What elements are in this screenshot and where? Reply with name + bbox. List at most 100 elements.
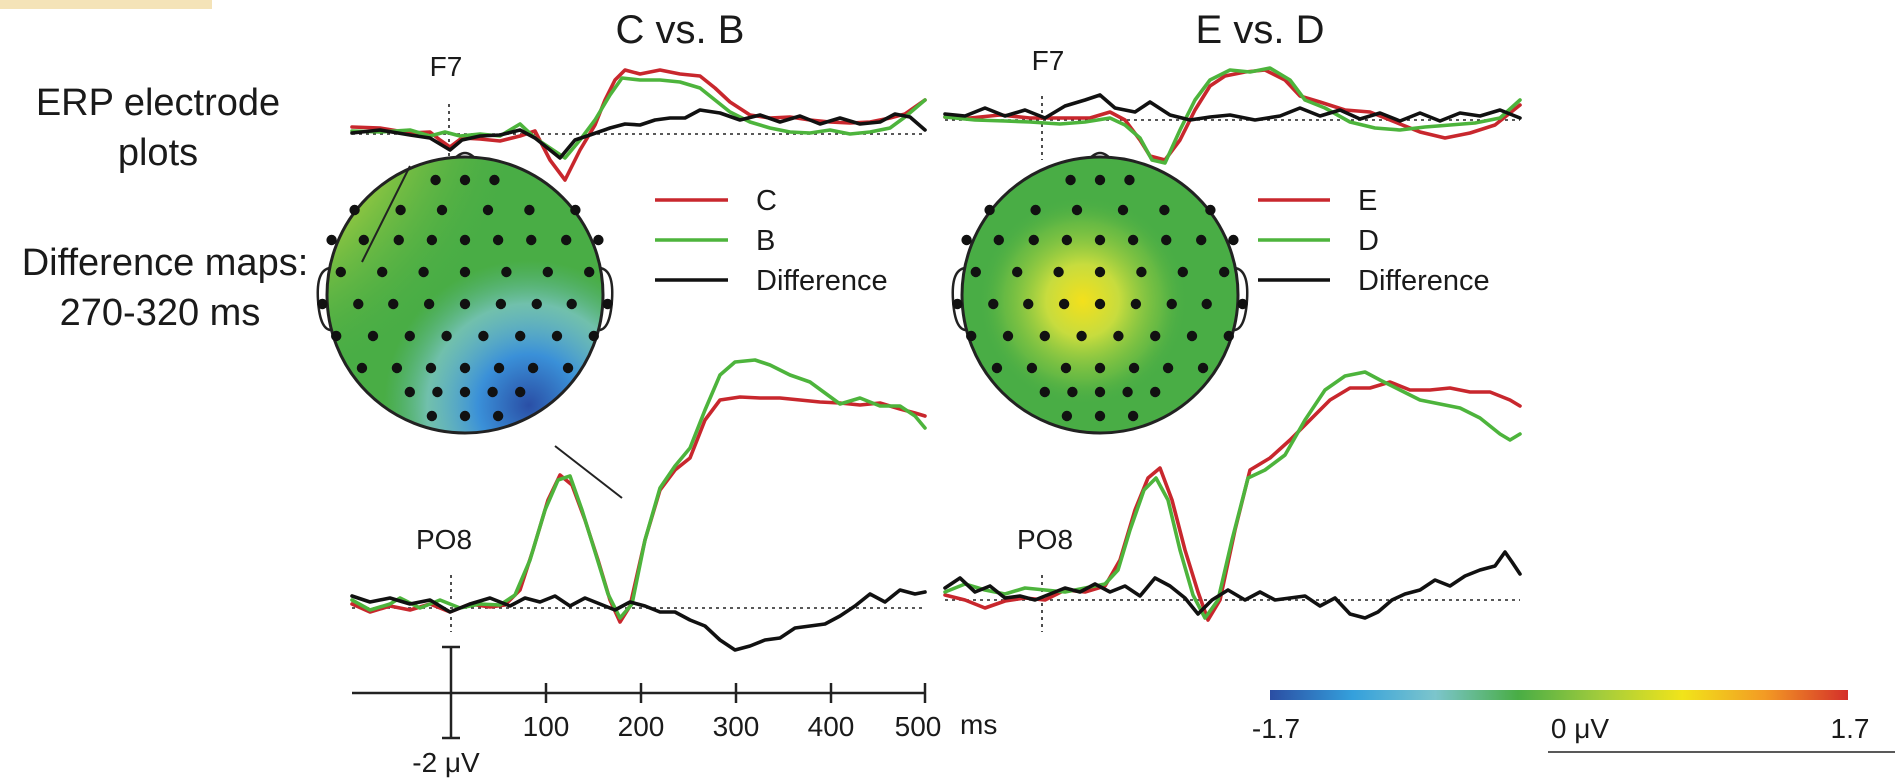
electrode-dot — [317, 298, 328, 310]
electrode-dot — [1186, 330, 1198, 342]
time-axis: 100 200 300 400 500 ms -2 μV — [352, 645, 997, 778]
electrode-dot — [1122, 386, 1133, 398]
panel-left-title: C vs. B — [616, 8, 745, 52]
right-head-map — [951, 151, 1249, 435]
maps-side-label-line2: 270-320 ms — [60, 292, 261, 334]
electrode-dot — [531, 298, 542, 310]
electrode-dot — [1061, 410, 1073, 422]
electrode-dot — [1228, 234, 1239, 246]
electrode-dot — [551, 330, 563, 342]
electrode-dot — [1162, 362, 1174, 374]
electrode-dot — [1060, 362, 1072, 374]
electrode-dot — [1127, 410, 1139, 422]
electrode-dot — [493, 362, 505, 374]
electrode-dot — [584, 266, 595, 278]
electrode-dot — [377, 266, 388, 278]
colorbar-max-label: 1.7 — [1831, 713, 1870, 744]
electrode-dot — [991, 362, 1003, 374]
electrode-dot — [1094, 266, 1106, 278]
electrode-dot — [1117, 204, 1129, 216]
tick-label-100: 100 — [523, 711, 570, 742]
electrode-dot — [1219, 266, 1230, 278]
electrode-dot — [1127, 234, 1139, 246]
left-top-plot — [350, 68, 927, 182]
electrode-dot — [489, 174, 500, 186]
right-head-outline — [960, 155, 1240, 435]
electrode-dot — [1130, 298, 1142, 310]
electrode-dot — [501, 266, 512, 278]
electrode-dot — [430, 174, 441, 186]
electrode-dot — [495, 298, 507, 310]
tick-label-500: 500 — [895, 711, 942, 742]
electrode-dot — [436, 204, 448, 216]
electrode-dot — [1076, 330, 1087, 342]
electrode-dot — [1094, 410, 1106, 422]
electrode-dot — [1061, 234, 1073, 246]
electrode-dot — [993, 234, 1004, 246]
electrode-dot — [1058, 298, 1070, 310]
left-legend-label-1: C — [756, 185, 777, 217]
electrode-dot — [1094, 174, 1106, 186]
left-top-trace-difference — [350, 108, 927, 160]
electrode-dot — [593, 234, 604, 246]
electrode-dot — [566, 298, 577, 310]
left-bottom-electrode-label: PO8 — [416, 524, 472, 555]
left-head-outline — [325, 155, 605, 435]
time-unit-label: ms — [960, 709, 997, 740]
right-top-trace-e — [943, 68, 1522, 162]
electrode-dot — [1039, 330, 1051, 342]
electrode-dot — [441, 330, 452, 342]
electrode-dot — [1028, 234, 1039, 246]
electrode-dot — [1067, 386, 1078, 398]
electrode-dot — [353, 298, 364, 310]
right-legend: E D Difference — [1258, 185, 1490, 297]
electrode-dot — [492, 410, 504, 422]
right-bottom-trace-difference — [943, 550, 1522, 620]
electrode-dot — [561, 234, 572, 246]
electrode-dot — [1128, 362, 1140, 374]
electrode-dot — [542, 266, 553, 278]
electrode-dot — [1166, 298, 1177, 310]
left-legend-label-3: Difference — [756, 265, 888, 297]
right-legend-label-2: D — [1358, 225, 1379, 257]
tick-label-300: 300 — [713, 711, 760, 742]
left-head-map — [316, 151, 623, 499]
panel-right-title: E vs. D — [1196, 8, 1325, 52]
amplitude-scale-label: -2 μV — [412, 747, 480, 778]
electrode-dot — [1150, 330, 1161, 342]
electrode-dot — [395, 204, 406, 216]
tick-label-400: 400 — [808, 711, 855, 742]
electrode-dot — [1113, 330, 1124, 342]
electrode-dot — [1197, 362, 1209, 374]
electrode-dot — [459, 386, 471, 398]
corner-decoration — [0, 0, 212, 9]
electrode-dot — [524, 204, 535, 216]
electrode-dot — [1030, 204, 1041, 216]
electrode-dot — [358, 234, 369, 246]
electrode-dot — [459, 298, 471, 310]
left-head-electrodes — [317, 174, 613, 422]
electrode-dot — [966, 330, 977, 342]
left-top-trace-c — [350, 68, 927, 182]
electrode-dot — [1026, 362, 1038, 374]
electrode-dot — [349, 204, 360, 216]
electrode-dot — [1094, 362, 1106, 374]
left-legend: C B Difference — [655, 185, 888, 297]
electrode-dot — [391, 362, 403, 374]
right-head-electrodes — [952, 174, 1248, 422]
electrode-dot — [1201, 298, 1212, 310]
colorbar: -1.7 0 μV 1.7 — [1252, 690, 1895, 753]
left-bottom-trace-difference — [350, 588, 927, 652]
electrode-dot — [970, 266, 981, 278]
electrode-dot — [515, 386, 526, 398]
colorbar-zero-label: 0 μV — [1551, 713, 1609, 744]
electrode-dot — [335, 266, 346, 278]
tick-label-200: 200 — [618, 711, 665, 742]
electrode-dot — [1094, 386, 1106, 398]
colorbar-gradient — [1270, 690, 1848, 700]
electrode-dot — [425, 362, 437, 374]
electrode-dot — [984, 204, 995, 216]
electrode-dot — [1094, 234, 1106, 246]
electrode-dot — [482, 204, 494, 216]
electrode-dot — [1053, 266, 1064, 278]
